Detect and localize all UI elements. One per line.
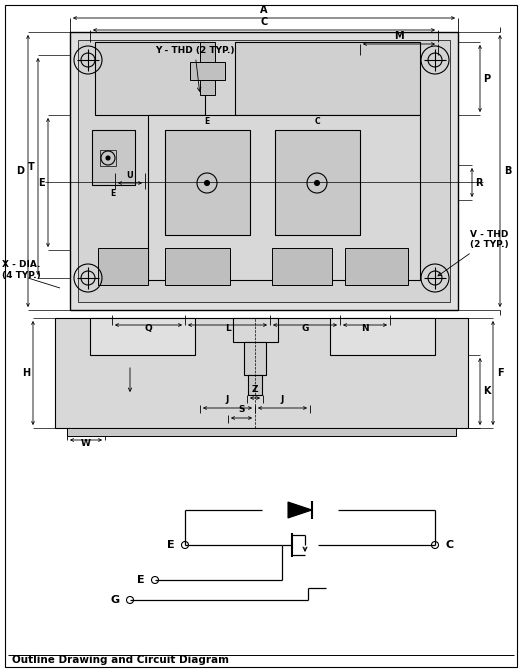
Text: E: E — [137, 575, 145, 585]
Circle shape — [106, 156, 110, 160]
Bar — [248, 375, 262, 395]
Text: Q: Q — [145, 324, 152, 333]
Bar — [275, 130, 360, 235]
Text: J: J — [281, 395, 284, 404]
Bar — [272, 248, 332, 285]
Text: G: G — [111, 595, 120, 605]
Bar — [92, 130, 135, 185]
Bar — [55, 318, 468, 428]
Text: S: S — [238, 405, 245, 414]
Text: Y - THD (2 TYP.): Y - THD (2 TYP.) — [155, 46, 234, 91]
Bar — [233, 318, 278, 342]
Text: B: B — [504, 166, 512, 176]
Bar — [98, 248, 148, 285]
Text: E: E — [205, 117, 210, 126]
Circle shape — [182, 542, 188, 548]
Text: A: A — [260, 5, 268, 15]
Text: R: R — [475, 177, 482, 187]
Bar — [148, 115, 420, 280]
Bar — [70, 32, 458, 310]
Bar — [165, 248, 230, 285]
Text: G: G — [301, 324, 309, 333]
Text: C: C — [260, 17, 268, 27]
Text: L: L — [224, 324, 230, 333]
Bar — [330, 318, 435, 355]
Text: U: U — [127, 171, 134, 180]
Bar — [90, 318, 195, 355]
Bar — [67, 428, 456, 436]
Bar — [78, 40, 450, 302]
Circle shape — [432, 542, 438, 548]
Text: H: H — [22, 368, 30, 378]
Text: F: F — [497, 368, 504, 378]
Text: C: C — [314, 117, 320, 126]
Circle shape — [205, 181, 209, 185]
Bar — [190, 62, 225, 80]
Text: C: C — [445, 540, 453, 550]
Text: K: K — [483, 386, 491, 396]
Text: T: T — [28, 161, 35, 171]
Circle shape — [126, 597, 134, 603]
Bar — [200, 42, 215, 95]
Bar — [244, 342, 266, 375]
Text: V - THD
(2 TYP.): V - THD (2 TYP.) — [438, 230, 508, 276]
Bar — [345, 248, 408, 285]
Text: M: M — [394, 31, 404, 41]
Text: Outline Drawing and Circuit Diagram: Outline Drawing and Circuit Diagram — [12, 655, 229, 665]
Bar — [235, 42, 420, 115]
Text: E: E — [39, 177, 45, 187]
Bar — [100, 150, 116, 166]
Text: J: J — [226, 395, 229, 404]
Text: D: D — [16, 166, 24, 176]
Text: N: N — [361, 324, 369, 333]
Text: E: E — [168, 540, 175, 550]
Text: W: W — [81, 439, 91, 448]
Text: E: E — [110, 189, 116, 198]
Text: P: P — [483, 73, 490, 83]
Circle shape — [314, 181, 319, 185]
Text: X - DIA.
(4 TYP.): X - DIA. (4 TYP.) — [2, 260, 41, 280]
Bar — [165, 130, 250, 235]
Polygon shape — [288, 502, 312, 518]
Bar — [95, 42, 205, 115]
Text: Z: Z — [252, 385, 258, 394]
Circle shape — [151, 577, 159, 583]
